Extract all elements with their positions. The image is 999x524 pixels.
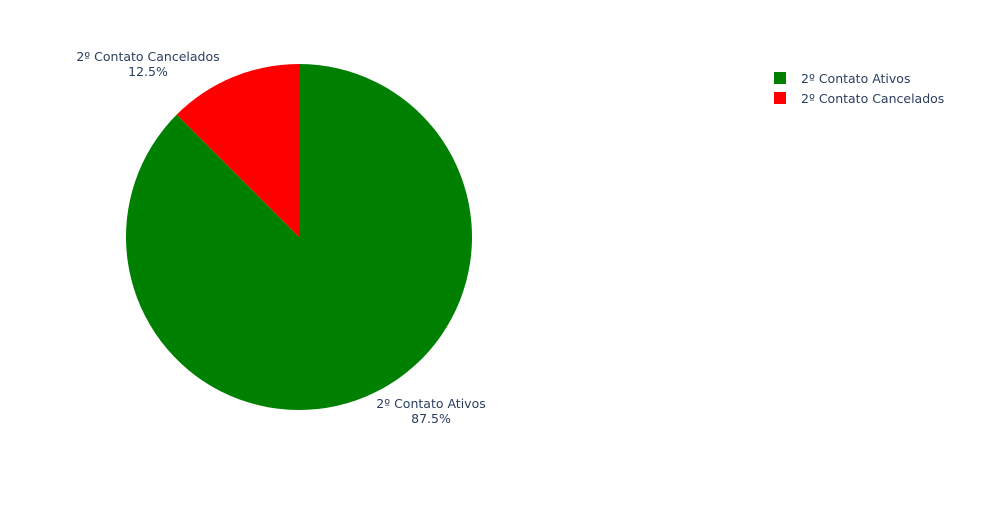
slice-label-name-2: 2º Contato Cancelados <box>76 49 219 64</box>
slice-label-percent-2: 12.5% <box>128 64 168 79</box>
legend-label-1: 2º Contato Ativos <box>801 71 910 86</box>
slice-label-name-1: 2º Contato Ativos <box>376 396 485 411</box>
pie-slice-1[interactable] <box>125 64 472 410</box>
slice-label-percent-1: 87.5% <box>411 411 451 426</box>
legend: 2º Contato Ativos 2º Contato Cancelados <box>774 71 944 106</box>
legend-swatch-1 <box>774 72 786 84</box>
pie-slice-2[interactable] <box>176 64 299 237</box>
legend-label-2: 2º Contato Cancelados <box>801 91 944 106</box>
legend-item-1[interactable]: 2º Contato Ativos <box>774 71 910 86</box>
pie-slices <box>125 64 472 410</box>
legend-item-2[interactable]: 2º Contato Cancelados <box>774 91 944 106</box>
legend-swatch-2 <box>774 92 786 104</box>
